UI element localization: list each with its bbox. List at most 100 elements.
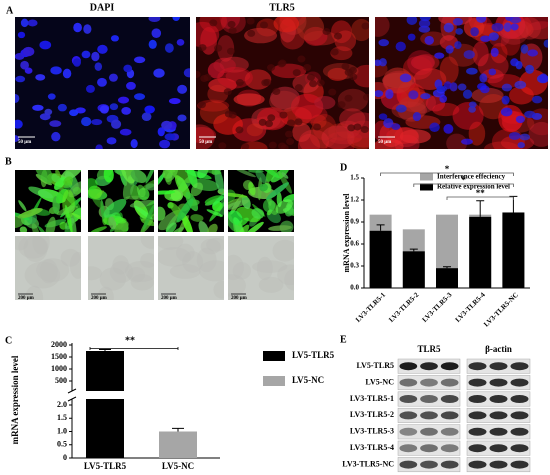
nucleus-shadow: [223, 88, 232, 96]
nucleus: [424, 35, 434, 45]
brightfield-image: [15, 236, 81, 300]
blot-band: [420, 362, 438, 371]
gfp-cell: [259, 183, 268, 192]
nucleus: [20, 60, 29, 70]
panel-label: A: [6, 5, 14, 16]
nucleus: [22, 46, 35, 57]
bar: [86, 351, 124, 391]
blot-band: [440, 411, 459, 420]
error-bar: [172, 427, 184, 432]
nucleus: [148, 17, 161, 22]
nucleus: [108, 73, 118, 82]
texture: [206, 237, 224, 252]
texture: [256, 256, 273, 281]
nucleus-shadow: [272, 88, 281, 96]
nucleus: [15, 53, 25, 60]
panel-label: D: [340, 162, 347, 173]
nucleus: [24, 67, 33, 74]
blot-band: [420, 427, 438, 436]
texture: [124, 260, 154, 282]
nucleus-shadow: [228, 111, 237, 119]
cell-stain: [471, 87, 504, 104]
bar: [86, 399, 124, 458]
gfp-cell: [268, 225, 292, 231]
nucleus: [15, 93, 20, 103]
nucleus-shadow: [200, 75, 209, 83]
x-tick-label: LV3-TLR5-4: [454, 291, 487, 324]
cell-stain: [481, 68, 504, 84]
blot-band: [489, 444, 508, 453]
nucleus-shadow: [261, 79, 270, 87]
gfp-cell: [228, 199, 250, 211]
y-tick-label: 0: [63, 453, 67, 462]
nucleus: [461, 138, 473, 145]
blot-band: [489, 411, 508, 420]
nucleus-shadow: [285, 130, 294, 138]
nucleus: [454, 41, 462, 50]
nucleus-shadow: [258, 118, 267, 126]
nucleus: [449, 82, 458, 92]
gfp-image: [15, 170, 81, 232]
nucleus-shadow: [198, 44, 207, 52]
gfp-cell: [248, 181, 256, 196]
legend-label: LV5-TLR5: [292, 350, 335, 360]
nucleus: [436, 85, 448, 93]
nucleus: [85, 84, 95, 93]
nucleus: [445, 45, 454, 54]
blot-band: [440, 460, 459, 469]
nucleus-shadow: [292, 69, 301, 77]
cell-stain: [246, 123, 263, 137]
nucleus: [407, 33, 416, 41]
texture: [39, 259, 58, 284]
nucleus: [408, 90, 419, 100]
significance-bracket: [89, 347, 179, 350]
nucleus: [141, 112, 152, 122]
nucleus: [117, 96, 130, 104]
nucleus-shadow: [259, 21, 268, 29]
nucleus-shadow: [294, 118, 303, 126]
nucleus-shadow: [209, 19, 218, 27]
nucleus: [119, 128, 132, 136]
blot-band: [440, 395, 459, 403]
gfp-cell: [258, 170, 280, 179]
nucleus: [503, 22, 512, 32]
cell-stain: [225, 69, 251, 83]
bar: [502, 212, 525, 288]
gfp-cell: [219, 195, 224, 218]
blot-band: [399, 395, 418, 403]
legend-swatch: [420, 183, 433, 191]
nucleus: [62, 68, 72, 79]
error-bar: [476, 200, 485, 217]
gfp-cell: [234, 170, 256, 178]
nucleus-shadow: [360, 126, 369, 134]
cell-stain: [472, 41, 489, 67]
legend-label: Interference effeciency: [437, 173, 506, 181]
texture: [200, 238, 221, 255]
y-tick-label: 1.5: [350, 174, 359, 182]
nucleus: [378, 58, 387, 67]
nucleus-shadow: [344, 68, 353, 76]
blot-band: [468, 411, 487, 420]
gfp-cell: [145, 183, 154, 191]
gfp-image: [88, 170, 154, 232]
blot-band: [510, 444, 529, 453]
nucleus-shadow: [226, 47, 235, 55]
blot-band: [440, 444, 459, 453]
blot-band: [399, 411, 418, 420]
nucleus: [164, 43, 174, 53]
bar: [402, 251, 425, 288]
nucleus: [121, 107, 131, 115]
nucleus: [159, 139, 171, 149]
scale-bar-label: 200 μm: [161, 296, 178, 301]
gfp-cell: [251, 208, 265, 219]
nucleus-shadow: [287, 119, 296, 127]
gfp-image: [228, 170, 294, 232]
nucleus: [383, 118, 394, 129]
row-label: LV3-TLR5-3: [350, 427, 394, 436]
nucleus: [385, 89, 394, 100]
nucleus: [99, 105, 109, 114]
legend-label: LV5-NC: [292, 375, 324, 385]
fluorescence-image: [375, 17, 548, 149]
nucleus-shadow: [267, 114, 276, 122]
